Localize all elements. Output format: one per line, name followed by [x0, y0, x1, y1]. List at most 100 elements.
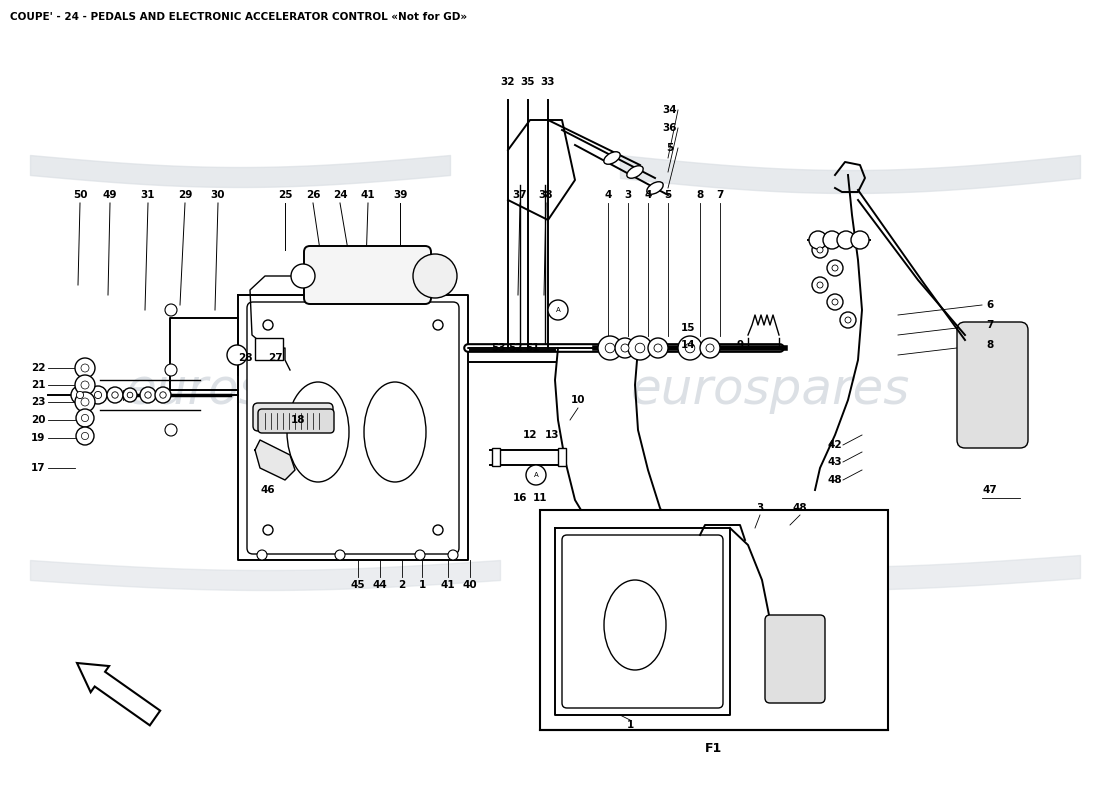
- Circle shape: [75, 392, 95, 412]
- Circle shape: [165, 364, 177, 376]
- Circle shape: [823, 231, 842, 249]
- Circle shape: [817, 282, 823, 288]
- Text: 38: 38: [539, 190, 553, 200]
- Text: 18: 18: [290, 415, 306, 425]
- Circle shape: [832, 265, 838, 271]
- Bar: [540, 510, 888, 730]
- Circle shape: [678, 336, 702, 360]
- Text: COUPE' - 24 - PEDALS AND ELECTRONIC ACCELERATOR CONTROL «Not for GD»: COUPE' - 24 - PEDALS AND ELECTRONIC ACCE…: [10, 12, 467, 22]
- Circle shape: [155, 387, 170, 403]
- Text: 23: 23: [31, 397, 45, 407]
- Ellipse shape: [263, 320, 273, 330]
- FancyBboxPatch shape: [647, 520, 725, 602]
- Text: 15: 15: [681, 323, 695, 333]
- Circle shape: [95, 391, 101, 398]
- Circle shape: [526, 465, 546, 485]
- Circle shape: [160, 392, 166, 398]
- Circle shape: [635, 343, 645, 353]
- Text: eurospares: eurospares: [630, 366, 910, 414]
- Text: 20: 20: [31, 415, 45, 425]
- FancyArrow shape: [77, 663, 161, 726]
- FancyBboxPatch shape: [304, 246, 431, 304]
- Text: 29: 29: [178, 190, 192, 200]
- Text: 30: 30: [211, 190, 226, 200]
- Circle shape: [621, 344, 629, 352]
- FancyBboxPatch shape: [957, 322, 1028, 448]
- Circle shape: [548, 300, 568, 320]
- Text: 43: 43: [827, 457, 843, 467]
- Text: 47: 47: [982, 485, 998, 495]
- Circle shape: [628, 336, 652, 360]
- Circle shape: [605, 343, 615, 353]
- Circle shape: [412, 254, 456, 298]
- Text: 1: 1: [626, 720, 634, 730]
- Circle shape: [851, 231, 869, 249]
- Circle shape: [76, 427, 94, 445]
- Ellipse shape: [263, 525, 273, 535]
- Text: 22: 22: [31, 363, 45, 373]
- Text: A: A: [534, 472, 538, 478]
- Text: 16: 16: [513, 493, 527, 503]
- Text: 35: 35: [520, 77, 536, 87]
- Circle shape: [81, 432, 89, 440]
- FancyBboxPatch shape: [258, 409, 334, 433]
- Text: 3: 3: [625, 190, 631, 200]
- Text: 8: 8: [987, 340, 993, 350]
- Text: 42: 42: [827, 440, 843, 450]
- Text: 12: 12: [522, 430, 537, 440]
- Text: 40: 40: [463, 580, 477, 590]
- Text: 17: 17: [31, 463, 45, 473]
- Text: 27: 27: [267, 353, 283, 363]
- Circle shape: [76, 409, 94, 427]
- Text: 2: 2: [398, 580, 406, 590]
- Text: 31: 31: [141, 190, 155, 200]
- Ellipse shape: [364, 382, 426, 482]
- Text: 7: 7: [716, 190, 724, 200]
- Circle shape: [81, 414, 89, 422]
- Circle shape: [837, 231, 855, 249]
- Circle shape: [76, 391, 84, 398]
- Polygon shape: [255, 440, 295, 480]
- Text: 13: 13: [544, 430, 559, 440]
- Text: 44: 44: [373, 580, 387, 590]
- Text: 50: 50: [73, 190, 87, 200]
- Text: 14: 14: [681, 340, 695, 350]
- Text: 32: 32: [500, 77, 515, 87]
- Circle shape: [165, 424, 177, 436]
- FancyBboxPatch shape: [562, 535, 723, 708]
- Ellipse shape: [604, 152, 620, 164]
- Text: 41: 41: [441, 580, 455, 590]
- Circle shape: [648, 338, 668, 358]
- Circle shape: [227, 345, 248, 365]
- Text: 48: 48: [827, 475, 843, 485]
- Circle shape: [112, 392, 118, 398]
- FancyBboxPatch shape: [557, 523, 632, 603]
- Circle shape: [72, 386, 89, 404]
- Text: eurospares: eurospares: [125, 366, 405, 414]
- Circle shape: [89, 386, 107, 404]
- Text: 26: 26: [306, 190, 320, 200]
- Text: 11: 11: [532, 493, 548, 503]
- Text: 5: 5: [667, 143, 673, 153]
- Text: 28: 28: [238, 353, 252, 363]
- Text: 51: 51: [525, 343, 539, 353]
- Circle shape: [140, 387, 156, 403]
- Circle shape: [145, 392, 151, 398]
- Text: 49: 49: [102, 190, 118, 200]
- Text: 52: 52: [508, 343, 522, 353]
- Text: A: A: [556, 307, 560, 313]
- Circle shape: [81, 398, 89, 406]
- Text: 41: 41: [361, 190, 375, 200]
- Text: 3: 3: [757, 503, 763, 513]
- Circle shape: [685, 343, 695, 353]
- Circle shape: [840, 312, 856, 328]
- Bar: [492, 448, 500, 466]
- Circle shape: [817, 247, 823, 253]
- Text: 4: 4: [604, 190, 612, 200]
- Text: 46: 46: [261, 485, 275, 495]
- Text: F1: F1: [705, 742, 723, 754]
- Text: 7: 7: [987, 320, 993, 330]
- Circle shape: [700, 338, 720, 358]
- Circle shape: [292, 264, 315, 288]
- Circle shape: [448, 550, 458, 560]
